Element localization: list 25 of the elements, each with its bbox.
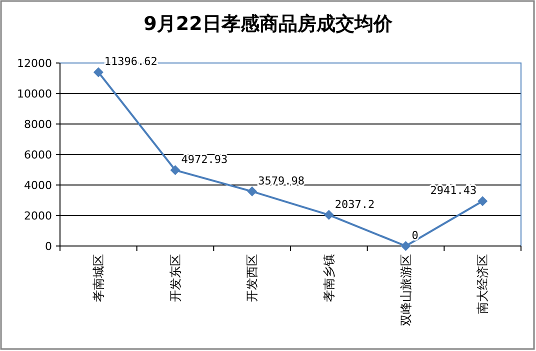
point [324, 210, 334, 220]
data-label: 2941.43 [430, 184, 477, 198]
x-tick-label: 开发东区 [168, 254, 182, 302]
x-tick-label: 南大经济区 [476, 254, 490, 314]
point [93, 67, 104, 78]
y-tick-label: 8000 [24, 118, 52, 131]
x-tick-label: 孝南城区 [91, 254, 106, 302]
y-tick-label: 2000 [24, 210, 52, 222]
x-tick-label: 双峰山旅游区 [398, 254, 413, 326]
y-tick-label: 4000 [24, 179, 52, 192]
data-label: 2037.2 [334, 198, 375, 211]
x-tick-label: 开发西区 [245, 254, 260, 302]
y-tick-label: 12000 [17, 57, 52, 70]
point [478, 196, 488, 206]
y-tick-label: 6000 [24, 148, 52, 162]
data-label: 4972.93 [181, 153, 228, 166]
point [170, 165, 180, 176]
data-label: 0 [412, 229, 418, 242]
chart-title: 9月22日孝感商品房成交均价 [144, 13, 394, 35]
y-tick-label: 0 [45, 240, 52, 253]
x-tick-label: 孝南乡镇 [322, 254, 336, 302]
point [247, 186, 258, 196]
y-tick-label: 10000 [17, 88, 52, 100]
data-label: 3579.98 [258, 174, 304, 188]
point [400, 241, 411, 251]
